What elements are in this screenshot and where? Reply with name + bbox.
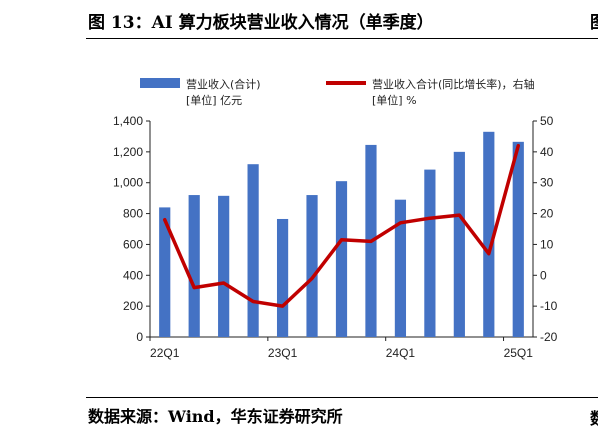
left-tick-label: 600 bbox=[123, 237, 143, 251]
right-tick-label: -10 bbox=[540, 299, 558, 313]
x-tick-label: 25Q1 bbox=[504, 346, 534, 360]
bar-22Q4 bbox=[247, 164, 259, 337]
growth-point-23Q4 bbox=[370, 240, 372, 242]
right-tick-label: 50 bbox=[540, 114, 554, 128]
left-tick-label: 1,000 bbox=[113, 176, 143, 190]
legend: 营业收入(合计) [单位] 亿元 营业收入合计(同比增长率)，右轴 [单位] % bbox=[140, 77, 535, 107]
left-tick-label: 1,200 bbox=[113, 145, 143, 159]
adjacent-figure-title-fragment: 图 bbox=[590, 8, 598, 30]
left-tick-label: 200 bbox=[123, 299, 143, 313]
right-tick-label: 30 bbox=[540, 176, 554, 190]
growth-point-25Q1 bbox=[517, 145, 519, 147]
left-tick-label: 800 bbox=[123, 207, 143, 221]
bar-24Q2 bbox=[424, 169, 436, 337]
title-divider bbox=[86, 38, 598, 39]
growth-point-22Q3 bbox=[223, 282, 225, 284]
x-tick-label: 24Q1 bbox=[386, 346, 416, 360]
bar-24Q1 bbox=[394, 199, 407, 337]
growth-point-23Q2 bbox=[311, 277, 313, 279]
bar-23Q3 bbox=[335, 181, 348, 337]
left-tick-label: 1,400 bbox=[113, 114, 143, 128]
right-tick-label: 10 bbox=[540, 237, 554, 251]
legend-bar-unit: [单位] 亿元 bbox=[186, 93, 242, 107]
x-tick-label: 23Q1 bbox=[268, 346, 298, 360]
legend-line-unit: [单位] % bbox=[372, 93, 417, 107]
bar-24Q4 bbox=[483, 131, 495, 337]
growth-point-23Q3 bbox=[341, 239, 342, 241]
right-tick-label: -20 bbox=[540, 330, 558, 344]
bar-23Q1 bbox=[276, 218, 289, 337]
left-tick-label: 400 bbox=[123, 268, 143, 282]
bar-series bbox=[159, 131, 524, 337]
line-series bbox=[162, 143, 521, 308]
legend-bar-label: 营业收入(合计) bbox=[186, 77, 261, 91]
growth-point-24Q3 bbox=[458, 214, 460, 216]
legend-line-label: 营业收入合计(同比增长率)，右轴 bbox=[372, 77, 535, 91]
right-tick-label: 20 bbox=[540, 207, 554, 221]
source-divider bbox=[86, 397, 598, 398]
bar-23Q2 bbox=[306, 195, 318, 337]
axes: 0 200 400 600 800 1,000 1,200 1,400 -20 -10 0 10 20 3… bbox=[113, 114, 558, 360]
growth-point-24Q4 bbox=[488, 253, 490, 255]
growth-point-24Q2 bbox=[429, 217, 431, 219]
right-tick-label: 0 bbox=[540, 268, 547, 282]
right-tick-label: 40 bbox=[540, 145, 554, 159]
bar-22Q1 bbox=[159, 207, 171, 337]
x-tick-label: 22Q1 bbox=[150, 346, 180, 360]
growth-point-22Q1 bbox=[164, 219, 166, 221]
source-note: 数据来源：Wind，华东证券研究所 bbox=[88, 407, 343, 426]
bar-22Q3 bbox=[218, 195, 230, 337]
figure-title: 图 13：AI 算力板块营业收入情况（单季度） bbox=[88, 13, 434, 33]
bar-22Q2 bbox=[188, 195, 200, 337]
growth-point-22Q4 bbox=[252, 301, 254, 303]
growth-point-22Q2 bbox=[193, 287, 195, 289]
bar-24Q3 bbox=[453, 151, 465, 337]
legend-bar-swatch bbox=[140, 78, 180, 88]
adjacent-source-fragment: 数 bbox=[590, 405, 598, 427]
bar-25Q1 bbox=[512, 141, 524, 337]
growth-point-24Q1 bbox=[399, 222, 401, 224]
left-tick-label: 0 bbox=[136, 330, 143, 344]
growth-point-23Q1 bbox=[282, 305, 284, 307]
